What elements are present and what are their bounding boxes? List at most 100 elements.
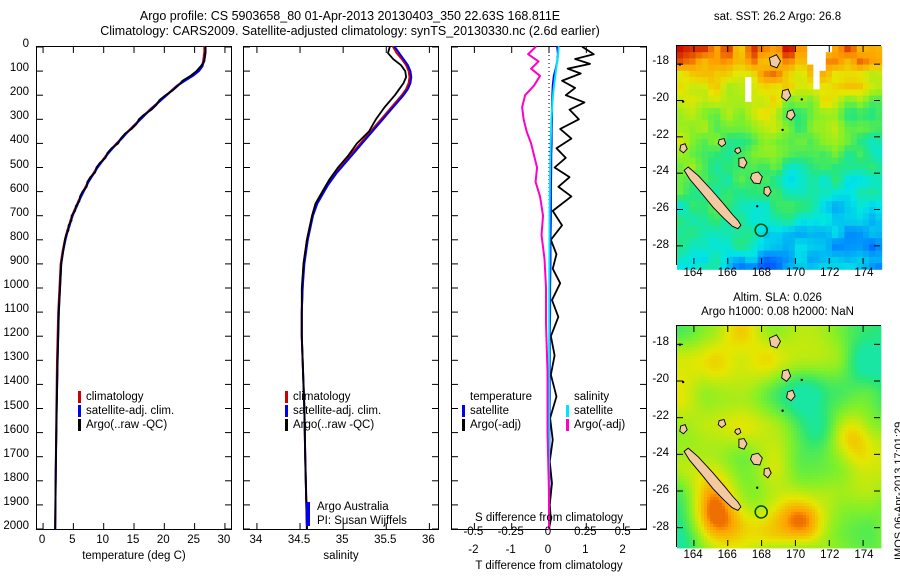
sla-cell (677, 452, 681, 456)
sla-cell (683, 389, 687, 393)
legend-color-swatch (566, 405, 570, 417)
sla-cell (803, 446, 807, 450)
sla-cell (686, 395, 690, 399)
sst-cell (825, 163, 833, 171)
sla-cell (788, 488, 792, 492)
sla-cell (800, 392, 804, 396)
sla-cell (698, 509, 702, 513)
sla-cell (794, 488, 798, 492)
sst-cell (757, 46, 765, 53)
sla-cell (731, 368, 735, 372)
sst-cell (838, 194, 845, 202)
sla-cell (689, 395, 693, 399)
sst-cell (714, 163, 721, 171)
sla-cell (758, 365, 762, 369)
sst-cell (720, 244, 728, 252)
sla-cell (782, 410, 786, 414)
sla-cell (788, 518, 792, 522)
sst-cell (695, 151, 703, 159)
sla-cell (791, 341, 795, 345)
sla-cell (701, 356, 705, 360)
sla-cell (740, 455, 744, 459)
sla-cell (704, 368, 708, 372)
sla-cell (764, 536, 768, 540)
sla-cell (785, 494, 789, 498)
sla-cell (749, 395, 753, 399)
sla-cell (719, 380, 723, 384)
sla-cell (815, 530, 819, 534)
sla-cell (725, 377, 729, 381)
sla-cell (707, 404, 711, 408)
sst-cell (825, 77, 833, 84)
axis-tick-label: 20 (156, 534, 170, 546)
sst-cell (763, 213, 771, 221)
sla-cell (746, 515, 750, 519)
sla-cell (719, 476, 723, 480)
sla-cell (809, 395, 813, 399)
sla-cell (698, 521, 702, 525)
sla-cell (725, 461, 729, 465)
sst-cell (788, 95, 796, 103)
sst-cell (794, 126, 802, 134)
sla-cell (812, 509, 816, 513)
sla-cell (791, 347, 795, 351)
sla-cell (818, 497, 822, 501)
sla-cell (770, 332, 774, 336)
sla-cell (797, 455, 801, 459)
sst-cell (869, 101, 876, 109)
sla-cell (788, 332, 792, 336)
sla-cell (680, 422, 684, 426)
sst-cell (856, 207, 864, 214)
sla-cell (704, 500, 708, 504)
sst-cell (770, 163, 777, 171)
sla-cell (809, 359, 813, 363)
sla-cell (725, 509, 729, 513)
sla-cell (809, 383, 813, 387)
sla-cell (818, 476, 822, 480)
sst-cell (745, 163, 752, 171)
sla-cell (797, 482, 801, 486)
sla-cell (770, 413, 774, 417)
sst-cell (801, 213, 808, 221)
sla-cell (740, 539, 744, 543)
sla-cell (803, 389, 807, 393)
sla-cell (713, 395, 717, 399)
sla-cell (710, 413, 714, 417)
sla-cell (797, 401, 801, 405)
sst-cell (869, 157, 876, 165)
sla-cell (698, 473, 702, 477)
sst-cell (745, 120, 752, 128)
sla-cell (734, 536, 738, 540)
sst-cell (856, 188, 864, 196)
sla-cell (677, 392, 681, 396)
sst-cell (776, 263, 783, 270)
sla-cell (704, 536, 708, 540)
sla-cell (770, 395, 774, 399)
sla-cell (821, 431, 825, 435)
sst-cell (745, 145, 752, 152)
sst-cell (708, 126, 715, 134)
sla-cell (692, 395, 696, 399)
sla-cell (791, 377, 795, 381)
sla-cell (740, 530, 744, 534)
sla-cell (734, 542, 738, 546)
sst-cell (801, 126, 808, 134)
sst-cell (782, 238, 790, 245)
sla-cell (782, 341, 786, 345)
sla-cell (794, 521, 798, 525)
sst-cell (850, 238, 858, 245)
sla-cell (722, 440, 726, 444)
sst-cell (677, 108, 684, 115)
sla-cell (764, 455, 768, 459)
sla-cell (689, 491, 693, 495)
sst-cell (739, 101, 746, 109)
sla-cell (815, 524, 819, 528)
sst-cell (819, 225, 827, 233)
sla-cell (797, 347, 801, 351)
sst-cell (844, 114, 852, 121)
sst-cell (776, 176, 783, 183)
landmass-loyalty-1 (738, 157, 748, 169)
sla-cell (755, 503, 759, 507)
sla-cell (704, 437, 708, 441)
sla-cell (722, 539, 726, 543)
